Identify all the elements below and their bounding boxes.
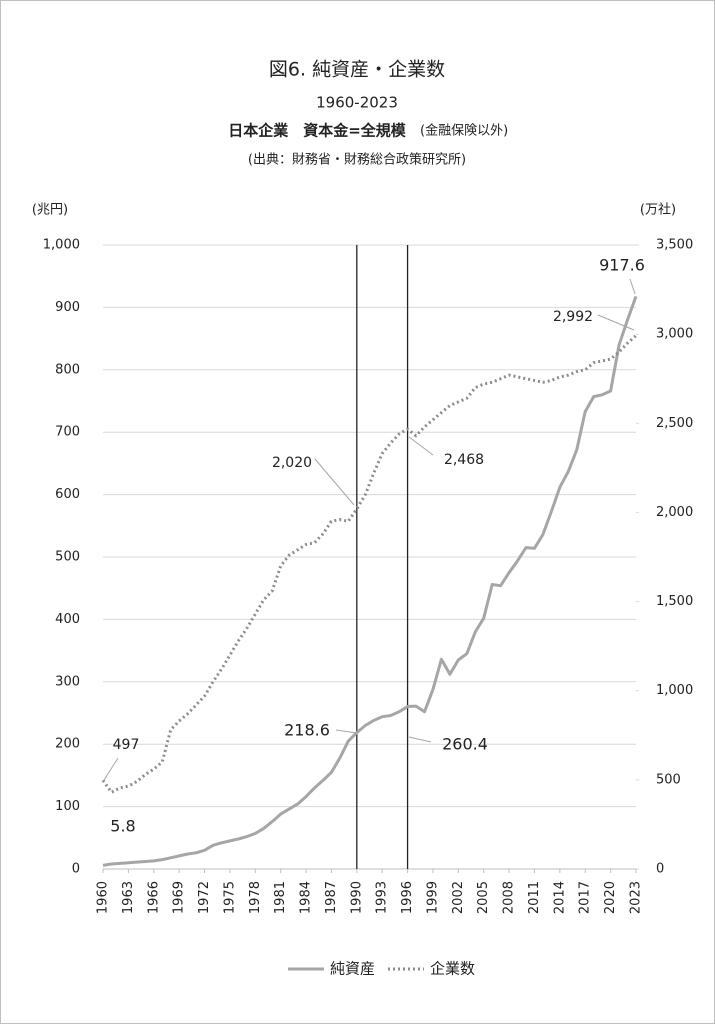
- x-tick-label: 1990: [349, 881, 364, 914]
- y2-tick-label: 2,500: [656, 416, 693, 431]
- leader-line: [408, 436, 434, 456]
- x-tick-label: 2008: [502, 881, 517, 914]
- x-tick-label: 1960: [96, 881, 111, 914]
- y2-tick-label: 1,000: [656, 683, 693, 698]
- subtitle2-note: (金融保険以外): [420, 123, 508, 139]
- y-tick-label: 1,000: [43, 238, 80, 253]
- y2-tick-label: 500: [656, 772, 681, 787]
- x-tick-label: 1999: [425, 881, 440, 914]
- series-line: [102, 295, 638, 867]
- x-tick-label: 1969: [172, 881, 187, 914]
- y-tick-label: 500: [55, 550, 80, 565]
- y2-tick-label: 3,500: [656, 238, 693, 253]
- x-tick-label: 2005: [476, 881, 491, 914]
- y-tick-label: 900: [55, 300, 80, 315]
- x-tick-label: 2011: [527, 881, 542, 914]
- legend-label: 純資産: [330, 960, 375, 978]
- data-label: 2,020: [272, 455, 312, 471]
- data-label: 2,992: [553, 309, 593, 325]
- leader-line: [629, 278, 636, 295]
- y-tick-label: 0: [72, 862, 80, 877]
- data-label: 497: [113, 737, 140, 753]
- y2-tick-label: 1,500: [656, 594, 693, 609]
- y-tick-label: 800: [55, 362, 80, 377]
- x-tick-label: 1981: [273, 881, 288, 914]
- x-tick-label: 1963: [121, 881, 136, 914]
- y-tick-label: 200: [55, 737, 80, 752]
- legend-label: 企業数: [430, 960, 475, 978]
- y-tick-label: 700: [55, 425, 80, 440]
- y-axis-label: (兆円): [32, 203, 68, 218]
- y2-tick-label: 3,000: [656, 327, 693, 342]
- data-label: 917.6: [599, 256, 645, 275]
- y-tick-label: 300: [55, 674, 80, 689]
- x-tick-label: 1987: [324, 881, 339, 914]
- x-tick-label: 1984: [299, 881, 314, 914]
- subtitle2: 日本企業 資本金=全規模: [228, 122, 407, 140]
- data-label: 5.8: [110, 817, 135, 836]
- leader-line: [408, 736, 432, 743]
- x-tick-label: 1972: [197, 881, 212, 914]
- x-tick-label: 2020: [603, 881, 618, 914]
- y2-axis-label: (万社): [640, 202, 676, 218]
- x-tick-label: 1966: [146, 881, 161, 914]
- x-tick-label: 1996: [400, 881, 415, 914]
- x-tick-label: 1975: [222, 881, 237, 914]
- data-label: 218.6: [284, 721, 330, 740]
- y-tick-label: 400: [55, 612, 80, 627]
- data-label: 2,468: [444, 452, 484, 468]
- data-label: 260.4: [442, 735, 488, 754]
- x-tick-label: 1993: [375, 881, 390, 914]
- leader-line: [597, 314, 635, 331]
- leader-line: [314, 458, 355, 506]
- source: (出典：財務省・財務総合政策研究所): [248, 152, 466, 168]
- x-tick-label: 1978: [248, 881, 263, 914]
- y-tick-label: 100: [55, 799, 80, 814]
- y2-tick-label: 2,000: [656, 505, 693, 520]
- x-tick-label: 2014: [552, 881, 567, 914]
- x-tick-label: 2017: [578, 881, 593, 914]
- x-tick-label: 2023: [629, 881, 644, 914]
- x-tick-label: 2002: [451, 881, 466, 914]
- leader-line: [103, 757, 119, 781]
- y-tick-label: 600: [55, 487, 80, 502]
- y2-tick-label: 0: [656, 862, 664, 877]
- chart-title: 図6. 純資産・企業数: [269, 59, 445, 81]
- subtitle: 1960-2023: [316, 94, 398, 112]
- leader-line: [335, 729, 358, 734]
